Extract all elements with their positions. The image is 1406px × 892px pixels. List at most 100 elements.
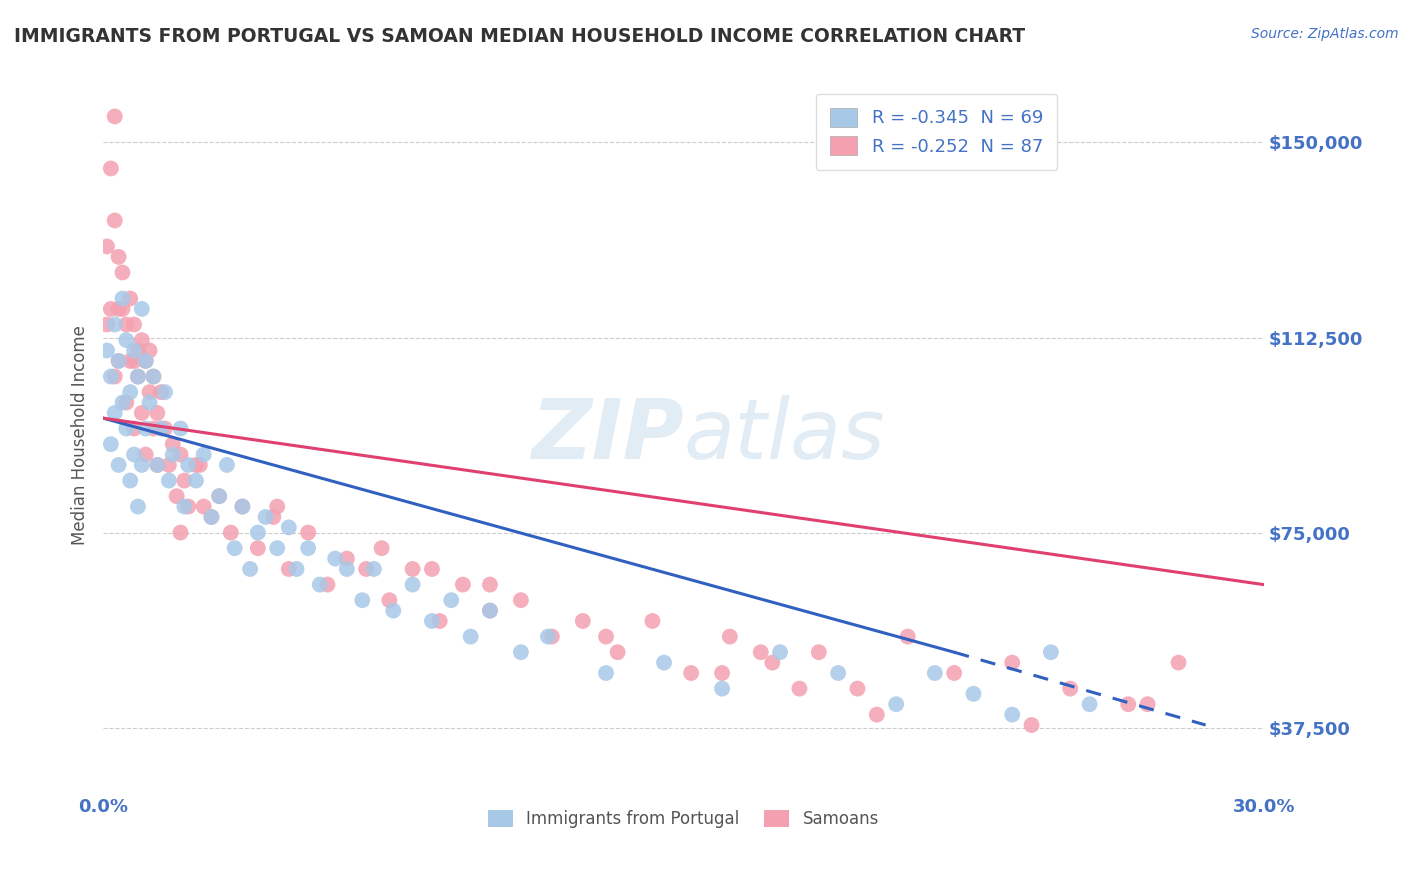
Point xyxy=(127,343,149,358)
Point xyxy=(285,562,308,576)
Point xyxy=(509,593,531,607)
Point xyxy=(962,687,984,701)
Point xyxy=(308,577,330,591)
Point xyxy=(266,500,288,514)
Point xyxy=(316,577,339,591)
Point xyxy=(924,666,946,681)
Point xyxy=(131,301,153,316)
Point xyxy=(100,437,122,451)
Point xyxy=(606,645,628,659)
Point xyxy=(100,369,122,384)
Point xyxy=(142,421,165,435)
Point xyxy=(111,292,134,306)
Point xyxy=(897,630,920,644)
Point xyxy=(297,525,319,540)
Point xyxy=(115,395,138,409)
Point xyxy=(104,406,127,420)
Point xyxy=(641,614,664,628)
Point xyxy=(827,666,849,681)
Point xyxy=(120,385,142,400)
Point xyxy=(127,500,149,514)
Point xyxy=(169,525,191,540)
Point xyxy=(138,343,160,358)
Point xyxy=(177,500,200,514)
Point xyxy=(142,369,165,384)
Point xyxy=(382,604,405,618)
Point xyxy=(166,489,188,503)
Point xyxy=(297,541,319,556)
Point xyxy=(150,421,173,435)
Point xyxy=(1039,645,1062,659)
Point xyxy=(142,369,165,384)
Point xyxy=(96,318,118,332)
Point xyxy=(96,343,118,358)
Point xyxy=(231,500,253,514)
Point xyxy=(277,520,299,534)
Point xyxy=(231,500,253,514)
Point xyxy=(138,385,160,400)
Point xyxy=(246,541,269,556)
Text: Source: ZipAtlas.com: Source: ZipAtlas.com xyxy=(1251,27,1399,41)
Point xyxy=(595,666,617,681)
Point xyxy=(193,448,215,462)
Point xyxy=(239,562,262,576)
Point xyxy=(846,681,869,696)
Point xyxy=(711,666,734,681)
Point xyxy=(352,593,374,607)
Point xyxy=(120,474,142,488)
Point xyxy=(200,510,222,524)
Point xyxy=(478,577,501,591)
Point xyxy=(718,630,741,644)
Point xyxy=(188,458,211,472)
Point xyxy=(254,510,277,524)
Point xyxy=(115,318,138,332)
Point xyxy=(652,656,675,670)
Point xyxy=(122,343,145,358)
Point xyxy=(460,630,482,644)
Point xyxy=(120,354,142,368)
Point xyxy=(122,421,145,435)
Point xyxy=(146,458,169,472)
Point xyxy=(107,301,129,316)
Point xyxy=(420,614,443,628)
Point xyxy=(115,421,138,435)
Point xyxy=(122,448,145,462)
Point xyxy=(177,458,200,472)
Point xyxy=(572,614,595,628)
Point xyxy=(541,630,564,644)
Point xyxy=(135,354,157,368)
Point xyxy=(135,421,157,435)
Point xyxy=(122,318,145,332)
Point xyxy=(153,385,176,400)
Point xyxy=(246,525,269,540)
Point xyxy=(1116,697,1139,711)
Point xyxy=(153,421,176,435)
Point xyxy=(193,500,215,514)
Point xyxy=(169,448,191,462)
Point xyxy=(107,354,129,368)
Point xyxy=(884,697,907,711)
Point xyxy=(1059,681,1081,696)
Point xyxy=(509,645,531,659)
Point xyxy=(277,562,299,576)
Point xyxy=(336,551,359,566)
Point xyxy=(749,645,772,659)
Point xyxy=(440,593,463,607)
Point xyxy=(807,645,830,659)
Point xyxy=(107,250,129,264)
Point xyxy=(451,577,474,591)
Point xyxy=(150,385,173,400)
Point xyxy=(943,666,966,681)
Point xyxy=(266,541,288,556)
Y-axis label: Median Household Income: Median Household Income xyxy=(72,325,89,545)
Point xyxy=(323,551,346,566)
Point xyxy=(370,541,392,556)
Point xyxy=(1001,707,1024,722)
Point xyxy=(866,707,889,722)
Point xyxy=(208,489,231,503)
Point xyxy=(162,437,184,451)
Point xyxy=(138,395,160,409)
Point xyxy=(173,474,195,488)
Point xyxy=(681,666,703,681)
Point xyxy=(127,369,149,384)
